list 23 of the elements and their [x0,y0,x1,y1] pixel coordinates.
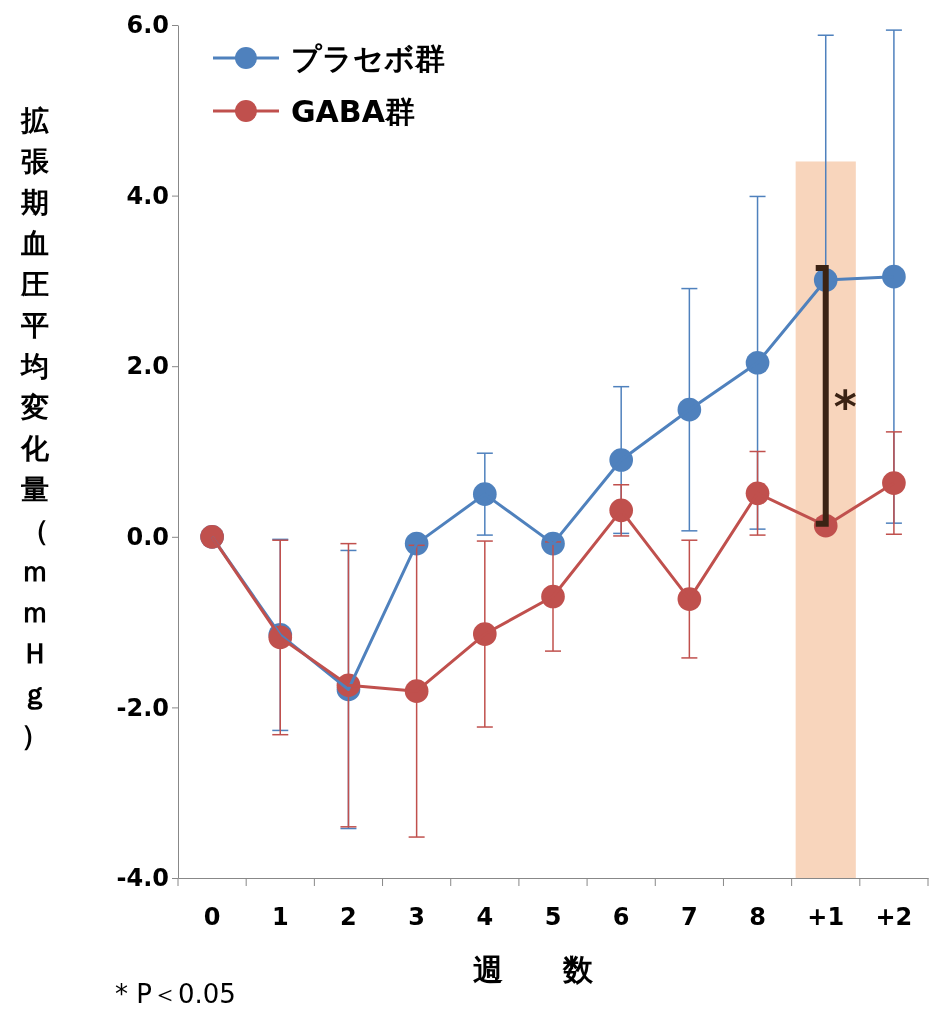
x-tick-label: 0 [203,903,221,932]
x-tick-label: 4 [476,903,494,932]
x-tick-label: +2 [875,903,913,932]
x-tick-label: +1 [807,903,845,932]
x-tick-label: 5 [544,903,562,932]
x-tick-label: 8 [749,903,766,932]
text: 拡張期血圧平均変化量（ｍｍＨｇ） [21,104,49,752]
x-tick-label: 7 [681,903,698,932]
y-tick-label: 0.0 [126,522,169,551]
legend-label: プラセボ群 [291,41,445,76]
y-tick-label: 6.0 [126,11,169,40]
y-tick-label: 2.0 [126,352,169,381]
legend-label: GABA群 [291,94,415,129]
x-tick-label: 6 [612,903,630,932]
y-tick-label: 4.0 [126,181,169,210]
x-axis-title: 週 数 [473,952,594,987]
x-tick-label: 1 [271,903,289,932]
y-tick-label: -4.0 [116,864,169,893]
x-tick-label: 3 [408,903,425,932]
y-tick-label: -2.0 [116,693,169,722]
text: * P＜0.05 [115,979,236,1009]
annotation: * [833,381,857,433]
x-tick-label: 2 [340,903,357,932]
